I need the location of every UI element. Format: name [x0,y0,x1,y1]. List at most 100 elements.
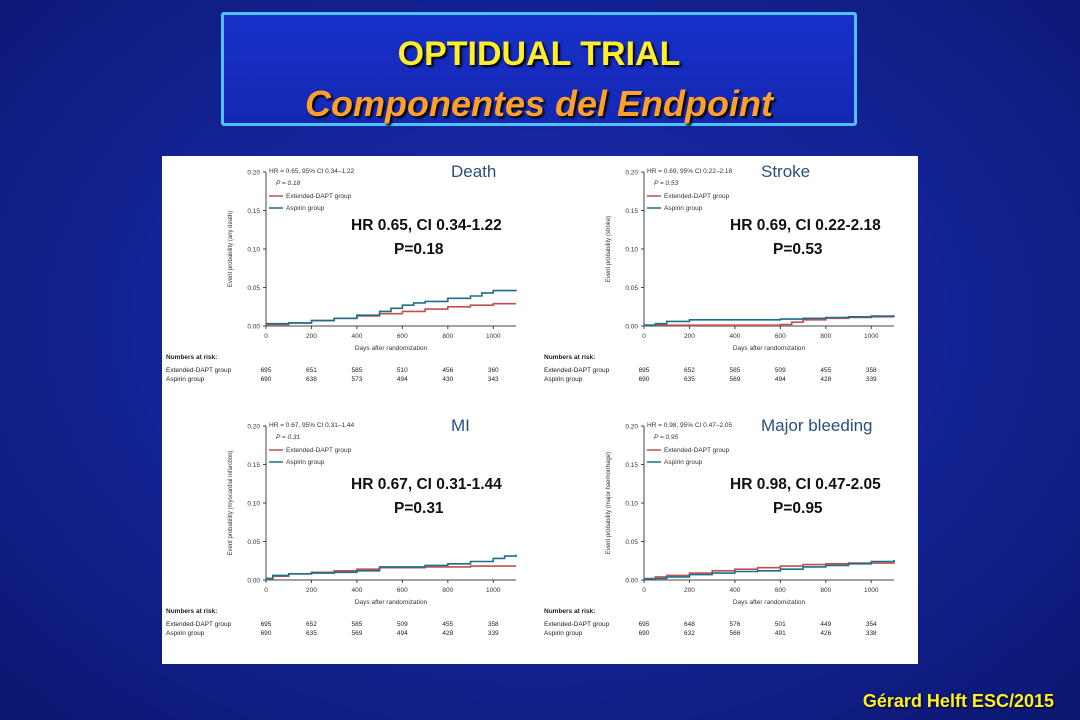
hr-annotation: HR = 0.65, 95% CI 0.34–1.22 [269,168,354,175]
y-tick-label: 0.05 [625,285,638,292]
risk-row-label: Extended-DAPT group [544,621,610,628]
big-p-text: P=0.95 [773,500,823,517]
y-tick-label: 0.20 [247,170,260,177]
y-tick-label: 0.15 [625,208,638,215]
risk-value: 494 [397,376,408,383]
km-chart-major-bleeding: 0.00 0.05 0.10 0.15 0.20 0 200 400 600 800 1000 Day… [544,416,895,637]
big-hr-text: HR 0.69, CI 0.22-2.18 [730,217,881,234]
y-tick-label: 0.15 [247,462,260,469]
x-tick-label: 0 [264,333,268,340]
big-hr-text: HR 0.65, CI 0.34-1.22 [351,217,502,234]
risk-value: 573 [351,376,362,383]
risk-value: 651 [306,367,317,374]
risk-value: 491 [775,630,786,637]
x-tick-label: 1000 [864,587,879,594]
y-tick-label: 0.05 [625,539,638,546]
risk-row-label: Aspirin group [544,376,583,383]
risk-value: 695 [261,621,272,628]
risk-value: 576 [729,621,740,628]
legend-label: Extended-DAPT group [286,193,352,200]
risk-value: 635 [684,376,695,383]
legend-label: Extended-DAPT group [286,447,352,454]
risk-value: 585 [729,367,740,374]
p-annotation: P = 0.31 [276,434,301,441]
hr-annotation: HR = 0.67, 95% CI 0.31–1.44 [269,422,354,429]
x-tick-label: 200 [306,587,317,594]
risk-value: 338 [866,630,877,637]
x-tick-label: 800 [820,333,831,340]
risk-row-label: Aspirin group [166,376,205,383]
p-annotation: P = 0.95 [654,434,679,441]
risk-value: 566 [729,630,740,637]
risk-row-label: Extended-DAPT group [166,367,232,374]
risk-value: 690 [261,630,272,637]
y-tick-label: 0.20 [625,424,638,431]
y-axis-label: Event probability (major haemorrhage) [606,452,612,554]
y-tick-label: 0.00 [247,324,260,331]
x-tick-label: 0 [264,587,268,594]
y-axis-label: Event probability (myocardial infarction… [228,450,234,555]
aspirin-curve [266,289,517,325]
panel-title: Death [451,162,496,181]
legend-label: Aspirin group [286,459,325,466]
p-annotation: P = 0.18 [276,180,301,187]
panel-mi: 0.00 0.05 0.10 0.15 0.20 0 200 400 600 800 1000 Day… [162,410,540,664]
x-tick-label: 1000 [486,333,501,340]
slide-subtitle: Componentes del Endpoint [305,83,773,124]
x-axis-label: Days after randomization [355,345,428,352]
y-axis-label: Event probability (stroke) [606,216,612,282]
risk-value: 509 [397,621,408,628]
x-tick-label: 200 [306,333,317,340]
footer-credit: Gérard Helft ESC/2015 [862,691,1054,711]
legend-label: Extended-DAPT group [664,193,730,200]
y-tick-label: 0.05 [247,285,260,292]
risk-row-label: Extended-DAPT group [166,621,232,628]
risk-value: 343 [488,376,499,383]
risk-value: 632 [684,630,695,637]
risk-value: 455 [820,367,831,374]
big-hr-text: HR 0.67, CI 0.31-1.44 [351,476,502,493]
x-tick-label: 800 [442,333,453,340]
x-tick-label: 600 [775,333,786,340]
risk-value: 690 [639,376,650,383]
extended-dapt-curve [266,302,516,326]
risk-value: 652 [306,621,317,628]
big-hr-text: HR 0.98, CI 0.47-2.05 [730,476,881,493]
risk-header: Numbers at risk: [544,608,595,615]
panel-title: MI [451,416,470,435]
risk-value: 428 [442,630,453,637]
risk-value: 509 [775,367,786,374]
x-axis-label: Days after randomization [733,345,806,352]
x-tick-label: 200 [684,333,695,340]
x-tick-label: 0 [642,333,646,340]
risk-value: 449 [820,621,831,628]
risk-row-label: Extended-DAPT group [544,367,610,374]
title-box: OPTIDUAL TRIAL Componentes del Endpoint [221,12,857,126]
y-tick-label: 0.20 [625,170,638,177]
risk-value: 354 [866,621,877,628]
risk-value: 456 [442,367,453,374]
panel-title: Major bleeding [761,416,873,435]
risk-value: 569 [351,630,362,637]
risk-header: Numbers at risk: [166,354,217,361]
risk-value: 652 [684,367,695,374]
y-tick-label: 0.10 [625,501,638,508]
y-tick-label: 0.10 [625,247,638,254]
x-tick-label: 1000 [864,333,879,340]
y-tick-label: 0.00 [247,578,260,585]
risk-value: 648 [684,621,695,628]
aspirin-curve [644,315,895,326]
risk-value: 360 [488,367,499,374]
p-annotation: P = 0.53 [654,180,679,187]
risk-header: Numbers at risk: [166,608,217,615]
y-axis-label: Event probability (any death) [228,211,234,287]
legend-label: Aspirin group [664,459,703,466]
risk-value: 695 [261,367,272,374]
risk-value: 638 [306,376,317,383]
extended-dapt-curve [266,565,516,580]
risk-row-label: Aspirin group [166,630,205,637]
x-tick-label: 600 [775,587,786,594]
risk-value: 339 [488,630,499,637]
panel-death: 0.00 0.05 0.10 0.15 0.20 0 200 400 600 800 1000 Day… [162,156,540,410]
risk-value: 455 [442,621,453,628]
